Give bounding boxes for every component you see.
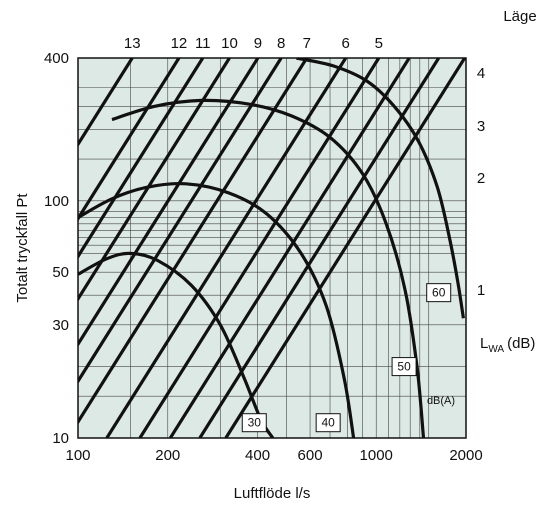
level-curves bbox=[78, 58, 465, 438]
lage-title: Läge bbox=[503, 8, 536, 25]
lwa-label: LWA (dB) bbox=[480, 335, 535, 355]
axis-ticks: 100 200 400 600 1000 2000 10 30 50 100 400 bbox=[44, 50, 483, 464]
y-tick-label: 100 bbox=[44, 193, 69, 210]
lage-line bbox=[198, 58, 441, 438]
db-box bbox=[391, 357, 417, 377]
lage-line bbox=[78, 58, 134, 148]
lage-lines bbox=[78, 58, 466, 438]
lage-label: 11 bbox=[195, 35, 211, 52]
lage-line bbox=[78, 58, 231, 302]
plot-frame bbox=[77, 57, 467, 439]
lage-label: 8 bbox=[277, 35, 285, 52]
db-box bbox=[426, 283, 452, 303]
db-box bbox=[315, 413, 341, 433]
db-boxes: 30 40 50 60 bbox=[241, 283, 452, 433]
lage-label: 12 bbox=[171, 35, 188, 52]
y-tick-label: 10 bbox=[52, 430, 69, 447]
x-tick-label: 400 bbox=[245, 447, 270, 464]
lage-line bbox=[78, 58, 309, 425]
x-tick-label: 1000 bbox=[360, 447, 393, 464]
level-curve bbox=[78, 251, 275, 438]
x-tick-label: 200 bbox=[155, 447, 180, 464]
x-axis-title: Luftflöde l/s bbox=[234, 485, 311, 502]
x-tick-label: 600 bbox=[298, 447, 323, 464]
lage-label: 13 bbox=[124, 35, 141, 52]
level-label: 1 bbox=[477, 282, 485, 299]
level-label: 3 bbox=[477, 118, 485, 135]
level-label: 2 bbox=[477, 170, 485, 187]
dba-unit-label: dB(A) bbox=[427, 395, 455, 407]
level-curve bbox=[78, 181, 356, 438]
db-box-label: 40 bbox=[321, 416, 335, 430]
level-curve bbox=[296, 58, 465, 319]
lage-label: 6 bbox=[342, 35, 350, 52]
y-tick-label: 50 bbox=[52, 264, 69, 281]
level-curve bbox=[111, 98, 426, 438]
x-tick-label: 100 bbox=[65, 447, 90, 464]
lage-line bbox=[78, 58, 283, 385]
x-tick-label: 2000 bbox=[449, 447, 482, 464]
y-tick-label: 400 bbox=[44, 50, 69, 67]
db-box-label: 30 bbox=[248, 416, 262, 430]
lage-line bbox=[138, 58, 381, 438]
lage-line bbox=[78, 58, 205, 260]
y-axis-title: Totalt tryckfall Pt bbox=[14, 193, 31, 303]
level-label: 4 bbox=[477, 65, 485, 82]
y-tick-label: 30 bbox=[52, 317, 69, 334]
db-box bbox=[241, 413, 267, 433]
lage-line bbox=[78, 58, 181, 222]
db-box-label: 60 bbox=[432, 286, 446, 300]
lage-line bbox=[78, 58, 260, 348]
lage-label: 5 bbox=[375, 35, 383, 52]
lage-label: 10 bbox=[221, 35, 238, 52]
db-box-label: 50 bbox=[397, 360, 411, 374]
lage-line bbox=[224, 58, 466, 438]
lage-label: 9 bbox=[254, 35, 262, 52]
lage-line bbox=[168, 58, 411, 438]
lage-label: 7 bbox=[303, 35, 311, 52]
